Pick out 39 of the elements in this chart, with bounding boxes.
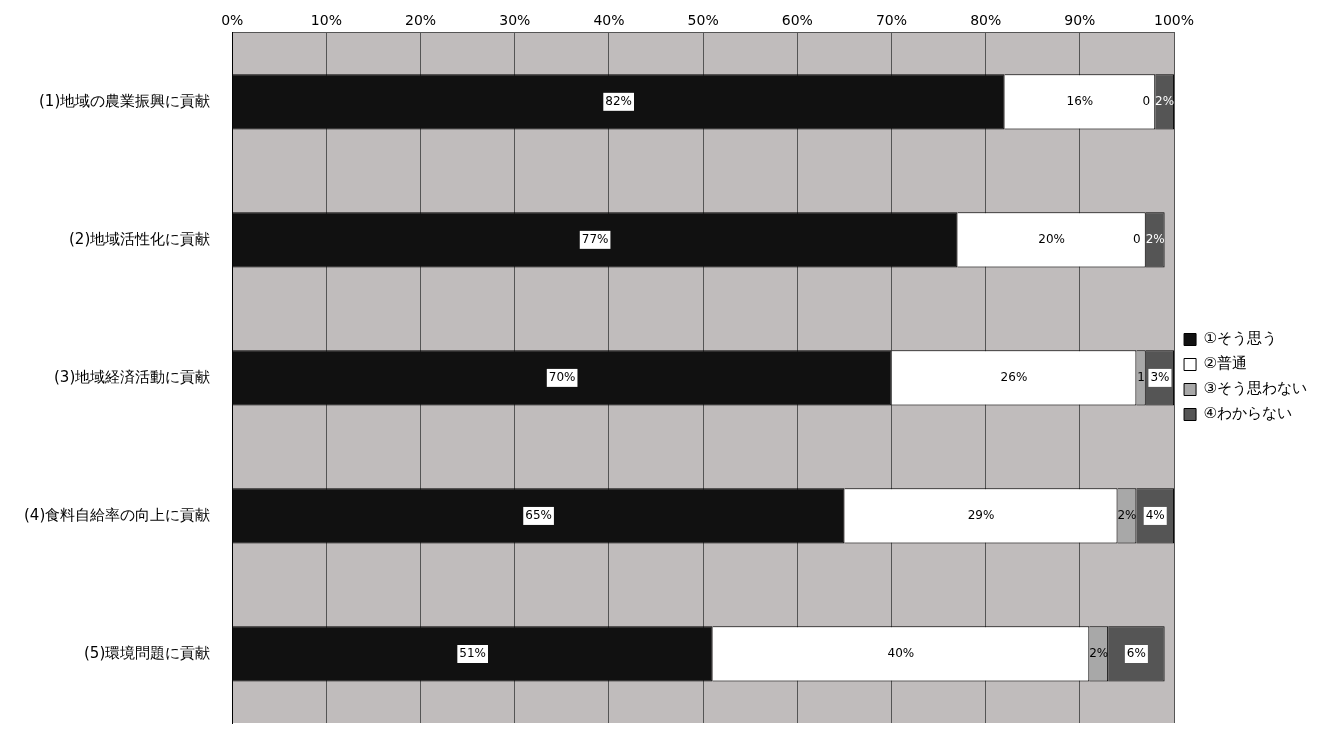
- x-tick-label: 100%: [1154, 12, 1195, 29]
- data-label: 2%: [1145, 231, 1165, 246]
- data-label: 4%: [1145, 508, 1165, 523]
- x-tick-label: 60%: [781, 12, 813, 29]
- x-tick-label: 40%: [593, 12, 625, 29]
- data-label: 40%: [887, 646, 915, 661]
- data-label: 70%: [548, 370, 576, 385]
- x-tick-label: 70%: [875, 12, 908, 29]
- y-tick-label: (1)地域の農業振興に貢献: [39, 91, 211, 110]
- data-label: 77%: [581, 231, 609, 246]
- legend-label: ①そう思う: [1203, 329, 1278, 348]
- y-tick-label: (5)環境問題に貢献: [84, 643, 211, 662]
- data-label: 51%: [459, 646, 486, 661]
- data-label: 0: [1142, 93, 1151, 108]
- x-tick-label: 20%: [405, 12, 437, 29]
- x-tick-label: 10%: [310, 12, 342, 29]
- data-label: 1: [1137, 370, 1145, 385]
- legend-label: ③そう思わない: [1203, 379, 1308, 398]
- data-label: 16%: [1066, 93, 1094, 108]
- data-label: 2%: [1117, 508, 1137, 523]
- data-label: 20%: [1038, 231, 1065, 246]
- legend-label: ④わからない: [1203, 404, 1293, 423]
- data-label: 29%: [967, 508, 995, 523]
- data-label: 26%: [1000, 370, 1028, 385]
- x-tick-label: 0%: [221, 12, 244, 29]
- y-tick-label: (2)地域活性化に貢献: [69, 229, 211, 248]
- data-label: 6%: [1126, 646, 1146, 661]
- y-tick-label: (3)地域経済活動に貢献: [54, 367, 211, 386]
- y-tick-label: (4)食料自給率の向上に貢献: [24, 505, 211, 524]
- x-tick-label: 50%: [687, 12, 719, 29]
- legend-label: ②普通: [1203, 354, 1248, 373]
- x-tick-label: 90%: [1064, 12, 1096, 29]
- data-label: 65%: [525, 508, 552, 523]
- data-label: 3%: [1150, 370, 1170, 385]
- data-label: 2%: [1155, 93, 1175, 108]
- data-label: 82%: [605, 93, 632, 108]
- data-label: 0: [1133, 231, 1141, 246]
- x-tick-label: 30%: [499, 12, 531, 29]
- x-tick-label: 80%: [970, 12, 1002, 29]
